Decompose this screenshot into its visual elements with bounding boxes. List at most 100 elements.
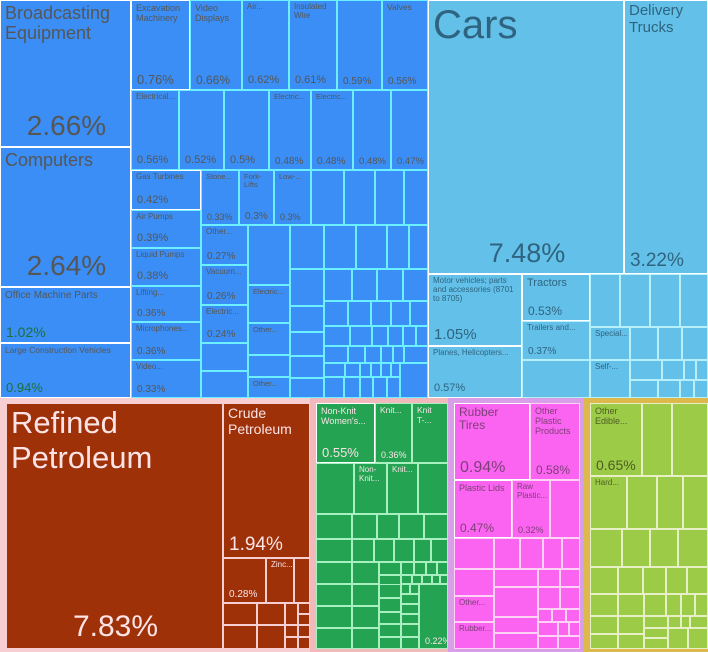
treemap-cell[interactable] (399, 514, 424, 539)
treemap-cell[interactable] (522, 360, 590, 398)
treemap-cell[interactable] (379, 612, 401, 624)
treemap-cell[interactable] (348, 346, 365, 363)
treemap-cell[interactable] (324, 269, 352, 301)
treemap-cell[interactable]: Zinc... (266, 558, 294, 603)
treemap-cell[interactable]: Knit... 0.36% (375, 403, 412, 463)
treemap-cell[interactable] (285, 603, 298, 625)
treemap-cell[interactable]: Video... 0.33% (131, 360, 201, 398)
treemap-cell[interactable] (409, 225, 428, 269)
treemap-cell[interactable] (566, 609, 580, 622)
treemap-cell[interactable] (401, 594, 419, 604)
treemap-cell[interactable] (590, 529, 622, 567)
treemap-cell[interactable] (680, 274, 708, 327)
treemap-cell[interactable] (618, 567, 643, 594)
treemap-cell[interactable]: 0.5% (224, 90, 269, 170)
treemap-cell[interactable] (371, 363, 381, 377)
treemap-cell[interactable] (379, 637, 401, 649)
treemap-cell[interactable] (356, 225, 387, 269)
treemap-cell[interactable] (550, 480, 580, 538)
treemap-cell[interactable]: Knit... (387, 463, 418, 514)
treemap-cell[interactable] (644, 638, 668, 649)
treemap-cell[interactable] (360, 377, 373, 398)
treemap-cell[interactable]: Electric... 0.48% (269, 90, 311, 170)
treemap-cell[interactable] (298, 637, 310, 649)
treemap-cell[interactable] (377, 269, 403, 301)
treemap-cell[interactable] (552, 609, 566, 622)
treemap-cell[interactable] (298, 603, 310, 614)
treemap-cell[interactable]: 0.47% (391, 90, 428, 170)
treemap-cell[interactable]: Liquid Pumps 0.38% (131, 248, 201, 286)
treemap-cell[interactable]: Low-... 0.3% (274, 170, 311, 225)
treemap-cell[interactable]: Other... 0.27% (201, 225, 248, 265)
treemap-cell[interactable]: Rubber Tires 0.94% (454, 403, 530, 480)
treemap-cell[interactable] (350, 326, 372, 346)
treemap-cell[interactable]: Plastic Lids 0.47% (454, 480, 512, 538)
treemap-cell[interactable] (682, 327, 708, 360)
treemap-cell[interactable] (437, 562, 448, 575)
treemap-cell[interactable] (426, 562, 437, 575)
treemap-cell[interactable] (375, 170, 404, 225)
treemap-cell[interactable] (290, 332, 324, 356)
treemap-cell[interactable]: Office Machine Parts 1.02% (0, 287, 131, 343)
treemap-cell[interactable] (695, 594, 708, 616)
treemap-cell[interactable] (352, 539, 374, 562)
treemap-cell[interactable]: Motor vehicles; parts and accessories (8… (428, 274, 522, 346)
treemap-cell[interactable]: Tractors 0.53% (522, 274, 590, 321)
treemap-cell[interactable]: Refined Petroleum 7.83% (6, 403, 223, 649)
treemap-cell[interactable]: Electric... 0.48% (311, 90, 353, 170)
treemap-cell[interactable] (678, 529, 708, 567)
treemap-cell[interactable] (666, 594, 681, 616)
treemap-cell[interactable] (690, 616, 708, 628)
treemap-cell[interactable] (440, 575, 448, 584)
treemap-cell[interactable] (298, 614, 310, 625)
treemap-cell[interactable] (590, 616, 618, 634)
treemap-cell[interactable] (379, 598, 401, 612)
treemap-cell[interactable] (688, 628, 708, 649)
treemap-cell[interactable] (201, 343, 248, 371)
treemap-cell[interactable] (657, 476, 683, 529)
treemap-cell[interactable] (538, 587, 560, 609)
treemap-cell[interactable] (494, 587, 538, 617)
treemap-cell[interactable]: Self-... (590, 360, 630, 398)
treemap-cell[interactable] (401, 575, 412, 584)
treemap-cell[interactable] (352, 514, 377, 539)
treemap-cell[interactable]: Non-Knit... (354, 463, 387, 514)
treemap-cell[interactable] (223, 625, 257, 649)
treemap-cell[interactable]: Rubber... (454, 622, 494, 649)
treemap-cell[interactable] (324, 301, 348, 326)
treemap-cell[interactable] (644, 628, 668, 638)
treemap-cell[interactable]: Crude Petroleum 1.94% (223, 403, 310, 558)
treemap-cell[interactable] (316, 628, 352, 649)
treemap-cell[interactable] (410, 301, 428, 326)
treemap-cell[interactable] (352, 584, 379, 606)
treemap-cell[interactable]: Hard... (590, 476, 627, 529)
treemap-cell[interactable] (345, 363, 360, 377)
treemap-cell[interactable] (344, 170, 375, 225)
treemap-cell[interactable] (560, 569, 580, 587)
treemap-cell[interactable] (401, 562, 414, 575)
treemap-cell[interactable] (391, 363, 400, 377)
treemap-cell[interactable] (285, 637, 298, 649)
treemap-cell[interactable] (558, 622, 569, 636)
treemap-cell[interactable]: Excavation Machinery 0.76% (131, 0, 190, 90)
treemap-cell[interactable]: 0.52% (179, 90, 224, 170)
treemap-cell[interactable]: Raw Plastic... 0.32% (512, 480, 550, 538)
treemap-cell[interactable]: Other... (248, 323, 290, 355)
treemap-cell[interactable]: 0.28% (223, 558, 266, 603)
treemap-cell[interactable] (403, 326, 416, 346)
treemap-cell[interactable] (618, 634, 644, 649)
treemap-cell[interactable] (662, 360, 684, 380)
treemap-cell[interactable] (324, 225, 356, 269)
treemap-cell[interactable] (381, 346, 393, 363)
treemap-cell[interactable] (681, 594, 695, 616)
treemap-cell[interactable] (324, 346, 348, 363)
treemap-cell[interactable] (290, 356, 324, 378)
treemap-cell[interactable] (316, 584, 352, 606)
treemap-cell[interactable] (401, 637, 419, 649)
treemap-cell[interactable] (352, 606, 379, 628)
treemap-cell[interactable] (404, 346, 428, 363)
treemap-cell[interactable]: Special... (590, 327, 630, 360)
treemap-cell[interactable] (352, 628, 379, 649)
treemap-cell[interactable] (316, 514, 352, 539)
treemap-cell[interactable] (290, 269, 324, 306)
